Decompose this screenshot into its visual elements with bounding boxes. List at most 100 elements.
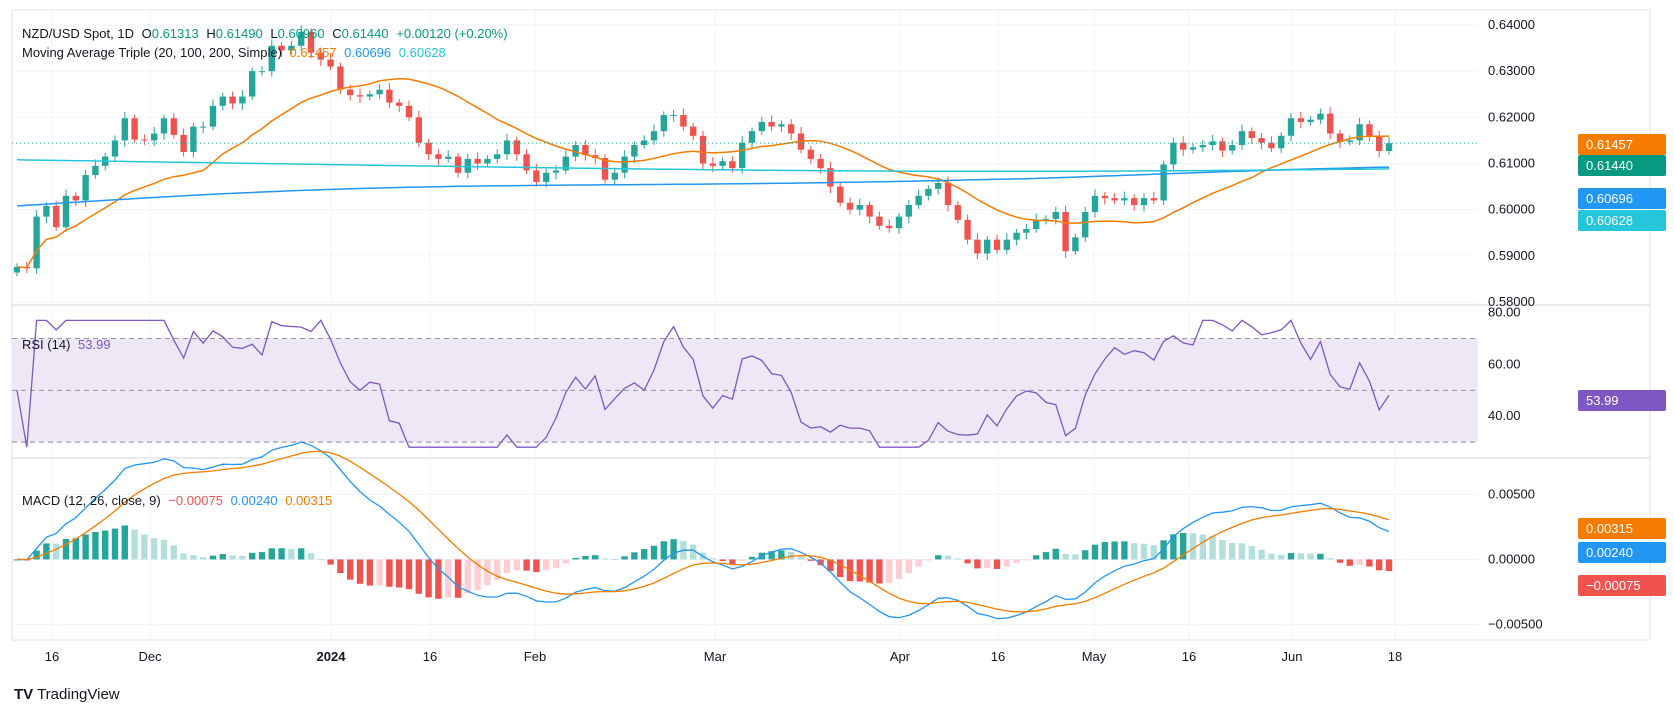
candle-body [1121,198,1128,201]
candle-body [582,145,589,156]
candle-body [513,140,520,155]
candle-body [1111,198,1118,201]
macd-histogram-bar [876,559,883,584]
macd-tick-label: 0.00000 [1488,551,1535,566]
candle-body [1072,237,1079,252]
candle-body [729,161,736,169]
macd-line [16,441,1390,620]
candle-body [1219,141,1226,151]
macd-histogram-bar [709,558,716,560]
macd-histogram-bar [631,552,638,560]
macd-histogram-bar [141,534,148,560]
candle-body [1248,131,1255,139]
macd-histogram-bar [445,559,452,598]
macd-histogram-bar [1131,543,1138,560]
price-tick-label: 0.59000 [1488,248,1535,263]
macd-histogram-bar [984,559,991,569]
macd-histogram-bar [1082,550,1089,560]
candle-body [935,182,942,189]
ma200-badge: 0.60628 [1578,210,1666,231]
candle-body [778,124,785,127]
close-label: C [332,26,342,41]
macd-histogram-bar [905,559,912,574]
macd-histogram-bar [1199,534,1206,560]
price-tick-label: 0.61000 [1488,156,1535,171]
candle-body [1307,119,1314,122]
macd-histogram-bar [337,559,344,574]
candle-body [1140,198,1148,206]
macd-histogram-bar [993,559,1001,569]
ma100-value: 0.60696 [344,45,392,60]
signal-badge: 0.00315 [1578,518,1666,539]
candle-body [611,172,618,180]
macd-histogram-bar [131,529,138,560]
macd-histogram-bar [1209,535,1216,560]
candle-body [13,266,21,273]
macd-histogram-bar [748,556,756,560]
candle-body [876,216,883,226]
candle-body [690,126,697,136]
macd-histogram-bar [249,552,256,560]
rsi-tick-label: 40.00 [1488,408,1521,423]
macd-histogram-bar [160,539,168,560]
x-tick-label: 16 [423,649,437,664]
macd-histogram-bar [552,559,560,569]
candle-body [415,117,422,143]
rsi-legend-name: RSI (14) [22,337,71,352]
candle-body [249,71,256,97]
ma20-line [16,77,1390,269]
candle-body [268,45,275,72]
candle-body [533,170,540,182]
candle-body [1101,195,1108,199]
macd-histogram-bar [111,528,119,560]
signal-line [16,450,1390,613]
tradingview-logo[interactable]: ⁠T⁠V TradingView [14,686,120,703]
candle-body [503,140,511,155]
candle-body [219,96,226,106]
candle-body [445,156,452,159]
macd-histogram-bar [405,559,413,590]
symbol-label: NZD/USD Spot, 1D [22,26,134,41]
macd-histogram-bar [33,550,40,560]
candle-body [376,89,383,95]
x-tick-label: Mar [704,649,727,664]
macd-histogram-bar [611,559,618,561]
candle-body [141,139,148,141]
rsi-legend-value: 53.99 [78,337,111,352]
macd-histogram-bar [1366,559,1373,567]
candle-body [92,165,99,176]
macd-histogram-bar [601,558,609,560]
brand-label: TradingView [37,686,120,703]
macd-histogram-bar [582,555,589,560]
macd-histogram-bar [229,555,236,560]
candle-body [1023,229,1030,233]
candle-body [915,195,922,206]
macd-histogram-bar [1336,559,1344,563]
candle-body [396,102,403,106]
macd-histogram-bar [180,553,187,560]
candle-body [366,94,373,97]
ma-legend: Moving Average Triple (20, 100, 200, Sim… [22,45,450,60]
macd-histogram-bar [1072,554,1079,560]
candle-body [984,239,991,254]
candle-body [1170,142,1177,165]
tv-logo-icon: ⁠T⁠V [14,686,34,703]
macd-histogram-bar [533,559,540,573]
macd-histogram-bar [454,559,462,598]
macd-histogram-bar [1150,545,1157,560]
candle-body [1180,142,1187,150]
candle-body [1278,135,1285,149]
candle-body [719,161,726,166]
macd-histogram-bar [62,539,70,560]
macd-signal-value: 0.00315 [285,493,333,508]
candle-body [190,126,197,152]
candle-body [1189,147,1197,150]
macd-histogram-bar [239,556,246,560]
low-value: 0.60960 [277,26,325,41]
candle-body [925,188,932,196]
candle-body [288,45,295,51]
candle-body [817,158,824,169]
candle-body [1160,164,1167,201]
macd-histogram-bar [347,559,354,580]
candle-body [1199,145,1206,148]
